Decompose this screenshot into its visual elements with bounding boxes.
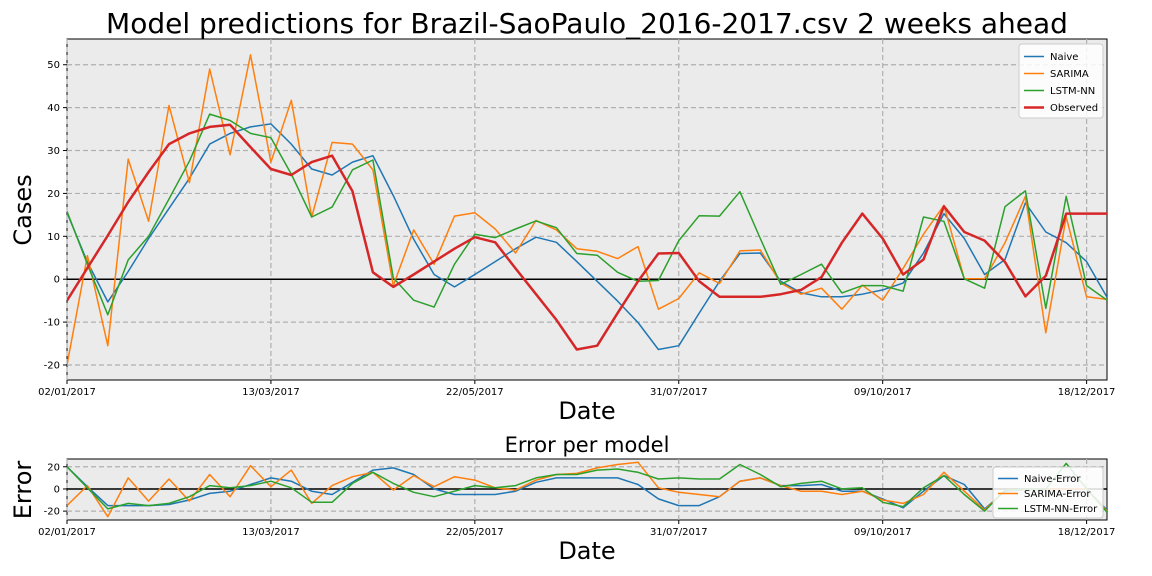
main-y-axis-label: Cases <box>9 174 37 245</box>
main-legend-box <box>1018 43 1104 119</box>
main-x-tick-label: 13/03/2017 <box>242 387 300 398</box>
error-series-sarima-error <box>67 461 1107 518</box>
error-x-tick-label: 31/07/2017 <box>650 527 708 538</box>
error-y-tick-label: -20 <box>44 507 60 518</box>
error-chart-title: Error per model <box>505 433 670 457</box>
main-legend-label-observed: Observed <box>1050 103 1098 114</box>
error-x-tick-labels: 02/01/2017 13/03/2017 22/05/2017 31/07/2017… <box>38 520 1115 538</box>
error-series-group <box>67 461 1107 518</box>
main-x-tick-label: 09/10/2017 <box>854 387 912 398</box>
error-legend-label-naive-error: Naive-Error <box>1024 474 1081 485</box>
error-legend-label-lstm-nn-error: LSTM-NN-Error <box>1024 504 1098 515</box>
main-legend: Naive SARIMA LSTM-NN Observed <box>1018 43 1104 119</box>
error-y-tick-labels: -20 0 20 <box>44 462 67 518</box>
main-y-tick-label: 20 <box>47 189 60 200</box>
main-x-tick-label: 22/05/2017 <box>446 387 504 398</box>
error-x-axis-label: Date <box>558 537 615 565</box>
error-y-tick-label: 0 <box>54 484 60 495</box>
main-x-tick-label: 02/01/2017 <box>38 387 96 398</box>
main-legend-label-lstm-nn: LSTM-NN <box>1050 86 1095 97</box>
error-x-tick-label: 13/03/2017 <box>242 527 300 538</box>
main-legend-label-sarima: SARIMA <box>1050 69 1089 80</box>
error-x-tick-label: 18/12/2017 <box>1058 527 1116 538</box>
main-y-tick-label: 40 <box>47 103 60 114</box>
error-series-lstm-nn-error <box>67 462 1107 513</box>
main-y-tick-label: -20 <box>44 360 60 371</box>
error-y-axis-label: Error <box>9 461 37 520</box>
main-y-tick-label: 0 <box>54 275 60 286</box>
main-y-tick-labels: -20 -10 0 10 20 30 40 50 <box>44 60 67 371</box>
main-plot-area <box>66 38 1108 381</box>
main-x-tick-label: 18/12/2017 <box>1058 387 1116 398</box>
main-chart-title: Model predictions for Brazil-SaoPaulo_20… <box>106 7 1068 40</box>
error-grid <box>66 459 1107 520</box>
main-x-tick-label: 31/07/2017 <box>650 387 708 398</box>
main-x-axis-label: Date <box>558 397 615 425</box>
main-series-group <box>67 54 1107 366</box>
error-legend: Naive-Error SARIMA-Error LSTM-NN-Error <box>992 466 1104 519</box>
error-x-tick-label: 02/01/2017 <box>38 527 96 538</box>
error-legend-label-sarima-error: SARIMA-Error <box>1024 489 1091 500</box>
main-y-tick-label: 30 <box>47 146 60 157</box>
error-x-tick-label: 09/10/2017 <box>854 527 912 538</box>
error-x-tick-label: 22/05/2017 <box>446 527 504 538</box>
main-series-observed <box>67 123 1107 351</box>
main-x-tick-labels: 02/01/2017 13/03/2017 22/05/2017 31/07/2017… <box>38 380 1115 398</box>
main-y-tick-label: 50 <box>47 60 60 71</box>
main-y-tick-label: -10 <box>44 318 60 329</box>
error-legend-box <box>992 466 1104 519</box>
main-legend-label-naive: Naive <box>1050 52 1078 63</box>
main-series-lstm-nn <box>67 113 1107 316</box>
main-y-tick-label: 10 <box>47 232 60 243</box>
error-y-tick-label: 20 <box>47 462 60 473</box>
